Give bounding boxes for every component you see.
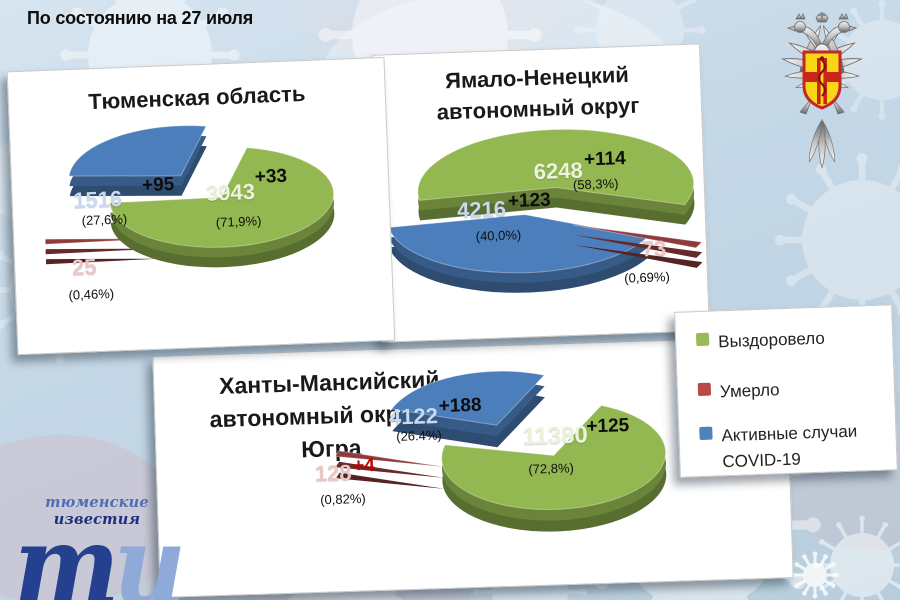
percent-died: (0,69%) <box>623 269 671 286</box>
died-swatch-icon <box>697 382 712 397</box>
value-died: 25 <box>71 254 97 280</box>
logo-monogram: ти <box>13 500 187 600</box>
legend-label: Выздоровело <box>717 328 826 352</box>
value-died: 128 <box>314 459 352 486</box>
legend-label: Активные случаи COVID-19 <box>721 421 858 472</box>
active-swatch-icon <box>699 426 713 441</box>
percent-recovered: (71,9%) <box>215 213 262 230</box>
legend-label: Умерло <box>719 380 780 402</box>
percent-recovered: (72,8%) <box>528 460 575 477</box>
shield-icon <box>802 50 842 110</box>
value-active: 4216 <box>456 196 507 223</box>
percent-active: (40,0%) <box>475 227 522 244</box>
card-khanty-mansi: Ханты-Мансийский автономный округ — Югра… <box>152 336 794 598</box>
delta-died: +4 <box>352 455 376 477</box>
legend-item-recovered: Выздоровело <box>695 326 826 356</box>
percent-recovered: (58,3%) <box>572 175 619 193</box>
delta-recovered: +125 <box>586 415 630 438</box>
percent-died: (0,46%) <box>68 285 115 303</box>
virus-shape <box>812 515 900 600</box>
delta-active: +123 <box>507 189 552 213</box>
value-recovered: 3943 <box>205 178 256 206</box>
percent-died: (0,82%) <box>319 490 366 508</box>
delta-recovered: +33 <box>254 165 288 188</box>
page-title: По состоянию на 27 июля <box>27 8 254 28</box>
pie-chart-yamalo-nenets <box>387 128 703 293</box>
legend-item-died: Умерло <box>697 377 780 406</box>
recovered-swatch-icon <box>695 332 710 347</box>
percent-active: (27,6%) <box>81 211 128 229</box>
staff-icon <box>820 56 824 104</box>
legend-card: Выздоровело Умерло Активные случаи COVID… <box>674 304 898 478</box>
percent-active: (26.4%) <box>395 427 442 444</box>
value-died: 73 <box>641 235 667 262</box>
value-recovered: 11380 <box>521 421 589 451</box>
virus-shape <box>775 153 900 327</box>
legend-item-active: Активные случаи COVID-19 <box>699 419 859 476</box>
pie-chart-tyumen <box>44 125 335 268</box>
delta-active: +95 <box>141 174 175 197</box>
tyumen-izvestia-logo: тюменские известия ти парламентская газе… <box>8 494 187 600</box>
delta-recovered: +114 <box>583 148 627 171</box>
pie-chart-khanty-mansi <box>334 370 667 532</box>
rospotrebnadzor-emblem <box>781 12 863 168</box>
card-tyumen-oblast: Тюменская область 3943 +33 (71,9%) 1516 … <box>6 56 396 356</box>
logo-top-line: тюменские известия <box>45 494 149 528</box>
snake-icon <box>818 59 826 97</box>
card-yamalo-nenets: Ямало-Ненецкий автономный округ 6248 +11… <box>372 43 710 343</box>
value-active: 4122 <box>388 403 439 430</box>
value-active: 1516 <box>72 186 123 213</box>
delta-active: +188 <box>438 394 482 418</box>
